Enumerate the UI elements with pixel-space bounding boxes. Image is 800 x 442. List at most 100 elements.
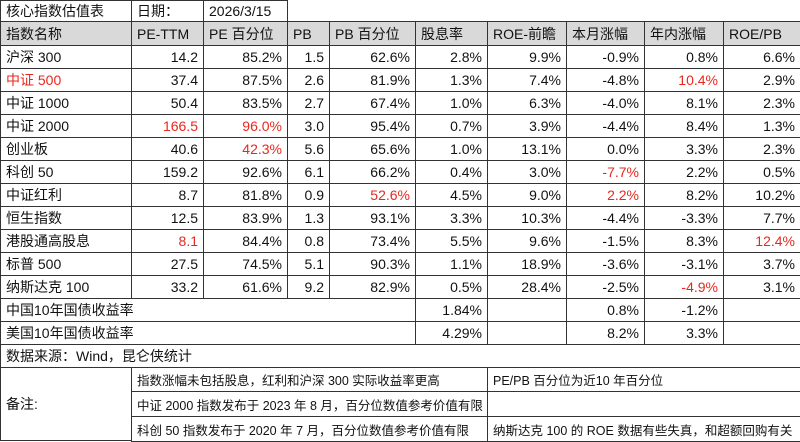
column-header: ROE/PB bbox=[723, 21, 800, 46]
value-cell: 52.6% bbox=[329, 183, 416, 207]
value-cell: 8.4% bbox=[644, 114, 724, 138]
value-cell: 3.9% bbox=[487, 114, 567, 138]
value-cell: 0.5% bbox=[415, 275, 488, 299]
value-cell: 1.0% bbox=[415, 137, 488, 161]
value-cell: 95.4% bbox=[329, 114, 416, 138]
value-cell: -4.0% bbox=[566, 91, 645, 115]
index-name: 标普 500 bbox=[0, 252, 132, 276]
value-cell: 65.6% bbox=[329, 137, 416, 161]
bond-value: 3.3% bbox=[644, 321, 724, 345]
value-cell: 92.6% bbox=[203, 160, 288, 184]
bond-value: 4.29% bbox=[415, 321, 488, 345]
value-cell: 12.4% bbox=[723, 229, 800, 253]
value-cell: 159.2 bbox=[131, 160, 204, 184]
value-cell: 2.3% bbox=[723, 137, 800, 161]
note: 指数涨幅未包括股息，红利和沪深 300 实际收益率更高 bbox=[131, 367, 488, 392]
value-cell: 0.7% bbox=[415, 114, 488, 138]
value-cell: 10.4% bbox=[644, 68, 724, 92]
value-cell: 96.0% bbox=[203, 114, 288, 138]
date-label: 日期： bbox=[131, 0, 204, 22]
value-cell: 3.3% bbox=[415, 206, 488, 230]
bond-value: -1.2% bbox=[644, 298, 724, 322]
value-cell: 0.5% bbox=[723, 160, 800, 184]
value-cell: -4.4% bbox=[566, 206, 645, 230]
empty-cell bbox=[487, 321, 567, 345]
bond-value: 8.2% bbox=[566, 321, 645, 345]
value-cell: 0.4% bbox=[415, 160, 488, 184]
bond-value: 0.8% bbox=[566, 298, 645, 322]
index-name: 中证 1000 bbox=[0, 91, 132, 115]
column-header: 指数名称 bbox=[0, 21, 132, 46]
column-header: PE-TTM bbox=[131, 21, 204, 46]
column-header: 股息率 bbox=[415, 21, 488, 46]
value-cell: 7.4% bbox=[487, 68, 567, 92]
value-cell: 4.5% bbox=[415, 183, 488, 207]
value-cell: 42.3% bbox=[203, 137, 288, 161]
value-cell: 5.1 bbox=[287, 252, 330, 276]
index-name: 中证 2000 bbox=[0, 114, 132, 138]
value-cell: 2.7 bbox=[287, 91, 330, 115]
index-name: 沪深 300 bbox=[0, 45, 132, 69]
empty-cell bbox=[723, 321, 800, 345]
value-cell: 12.5 bbox=[131, 206, 204, 230]
value-cell: 9.9% bbox=[487, 45, 567, 69]
column-header: PB 百分位 bbox=[329, 21, 416, 46]
value-cell: 93.1% bbox=[329, 206, 416, 230]
value-cell: 8.1 bbox=[131, 229, 204, 253]
index-name: 恒生指数 bbox=[0, 206, 132, 230]
value-cell: 8.2% bbox=[644, 183, 724, 207]
value-cell: 6.3% bbox=[487, 91, 567, 115]
index-name: 中证 500 bbox=[0, 68, 132, 92]
value-cell: 83.5% bbox=[203, 91, 288, 115]
value-cell: 66.2% bbox=[329, 160, 416, 184]
value-cell: 3.0 bbox=[287, 114, 330, 138]
bond-label: 美国10年国债收益率 bbox=[0, 321, 416, 345]
value-cell: 37.4 bbox=[131, 68, 204, 92]
value-cell: 62.6% bbox=[329, 45, 416, 69]
note: 科创 50 指数发布于 2020 年 7 月，百分位数值参考价值有限 bbox=[131, 416, 488, 442]
value-cell: 61.6% bbox=[203, 275, 288, 299]
value-cell: 74.5% bbox=[203, 252, 288, 276]
value-cell: -1.5% bbox=[566, 229, 645, 253]
value-cell: 1.5 bbox=[287, 45, 330, 69]
value-cell: 5.6 bbox=[287, 137, 330, 161]
value-cell: 82.9% bbox=[329, 275, 416, 299]
value-cell: 9.6% bbox=[487, 229, 567, 253]
data-source: 数据来源：Wind，昆仑侠统计 bbox=[0, 344, 800, 368]
value-cell: 14.2 bbox=[131, 45, 204, 69]
value-cell: 27.5 bbox=[131, 252, 204, 276]
value-cell: 1.3 bbox=[287, 206, 330, 230]
value-cell: 73.4% bbox=[329, 229, 416, 253]
value-cell: 13.1% bbox=[487, 137, 567, 161]
index-name: 中证红利 bbox=[0, 183, 132, 207]
value-cell: 0.8% bbox=[644, 45, 724, 69]
index-name: 创业板 bbox=[0, 137, 132, 161]
value-cell: -3.3% bbox=[644, 206, 724, 230]
column-header: 本月涨幅 bbox=[566, 21, 645, 46]
empty-cell bbox=[487, 298, 567, 322]
value-cell: 7.7% bbox=[723, 206, 800, 230]
value-cell: -4.4% bbox=[566, 114, 645, 138]
bond-value: 1.84% bbox=[415, 298, 488, 322]
value-cell: -3.6% bbox=[566, 252, 645, 276]
value-cell: -4.9% bbox=[644, 275, 724, 299]
value-cell: 1.3% bbox=[723, 114, 800, 138]
value-cell: 2.2% bbox=[566, 183, 645, 207]
value-cell: 1.1% bbox=[415, 252, 488, 276]
value-cell: -3.1% bbox=[644, 252, 724, 276]
value-cell: 81.8% bbox=[203, 183, 288, 207]
value-cell: 87.5% bbox=[203, 68, 288, 92]
note bbox=[487, 391, 800, 417]
value-cell: 0.9 bbox=[287, 183, 330, 207]
value-cell: 1.3% bbox=[415, 68, 488, 92]
value-cell: 3.0% bbox=[487, 160, 567, 184]
value-cell: 18.9% bbox=[487, 252, 567, 276]
value-cell: 81.9% bbox=[329, 68, 416, 92]
value-cell: 40.6 bbox=[131, 137, 204, 161]
notes-label: 备注: bbox=[0, 367, 132, 441]
value-cell: 33.2 bbox=[131, 275, 204, 299]
index-name: 纳斯达克 100 bbox=[0, 275, 132, 299]
value-cell: 2.2% bbox=[644, 160, 724, 184]
value-cell: 90.3% bbox=[329, 252, 416, 276]
